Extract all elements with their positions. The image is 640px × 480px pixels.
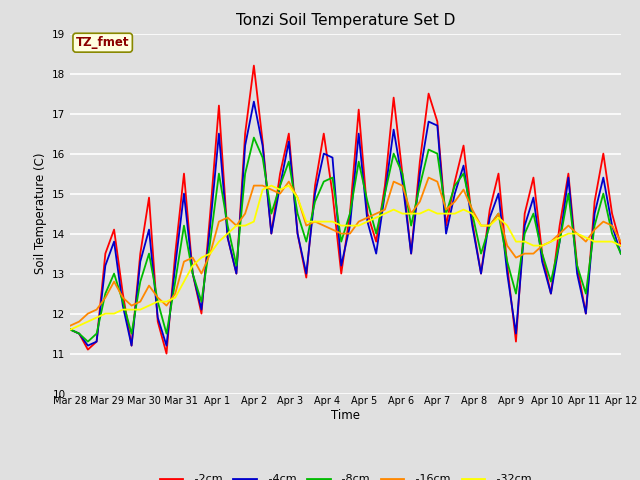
Text: TZ_fmet: TZ_fmet — [76, 36, 129, 49]
Legend:  -2cm,  -4cm,  -8cm,  -16cm,  -32cm: -2cm, -4cm, -8cm, -16cm, -32cm — [155, 470, 536, 480]
X-axis label: Time: Time — [331, 409, 360, 422]
Title: Tonzi Soil Temperature Set D: Tonzi Soil Temperature Set D — [236, 13, 455, 28]
Y-axis label: Soil Temperature (C): Soil Temperature (C) — [34, 153, 47, 275]
